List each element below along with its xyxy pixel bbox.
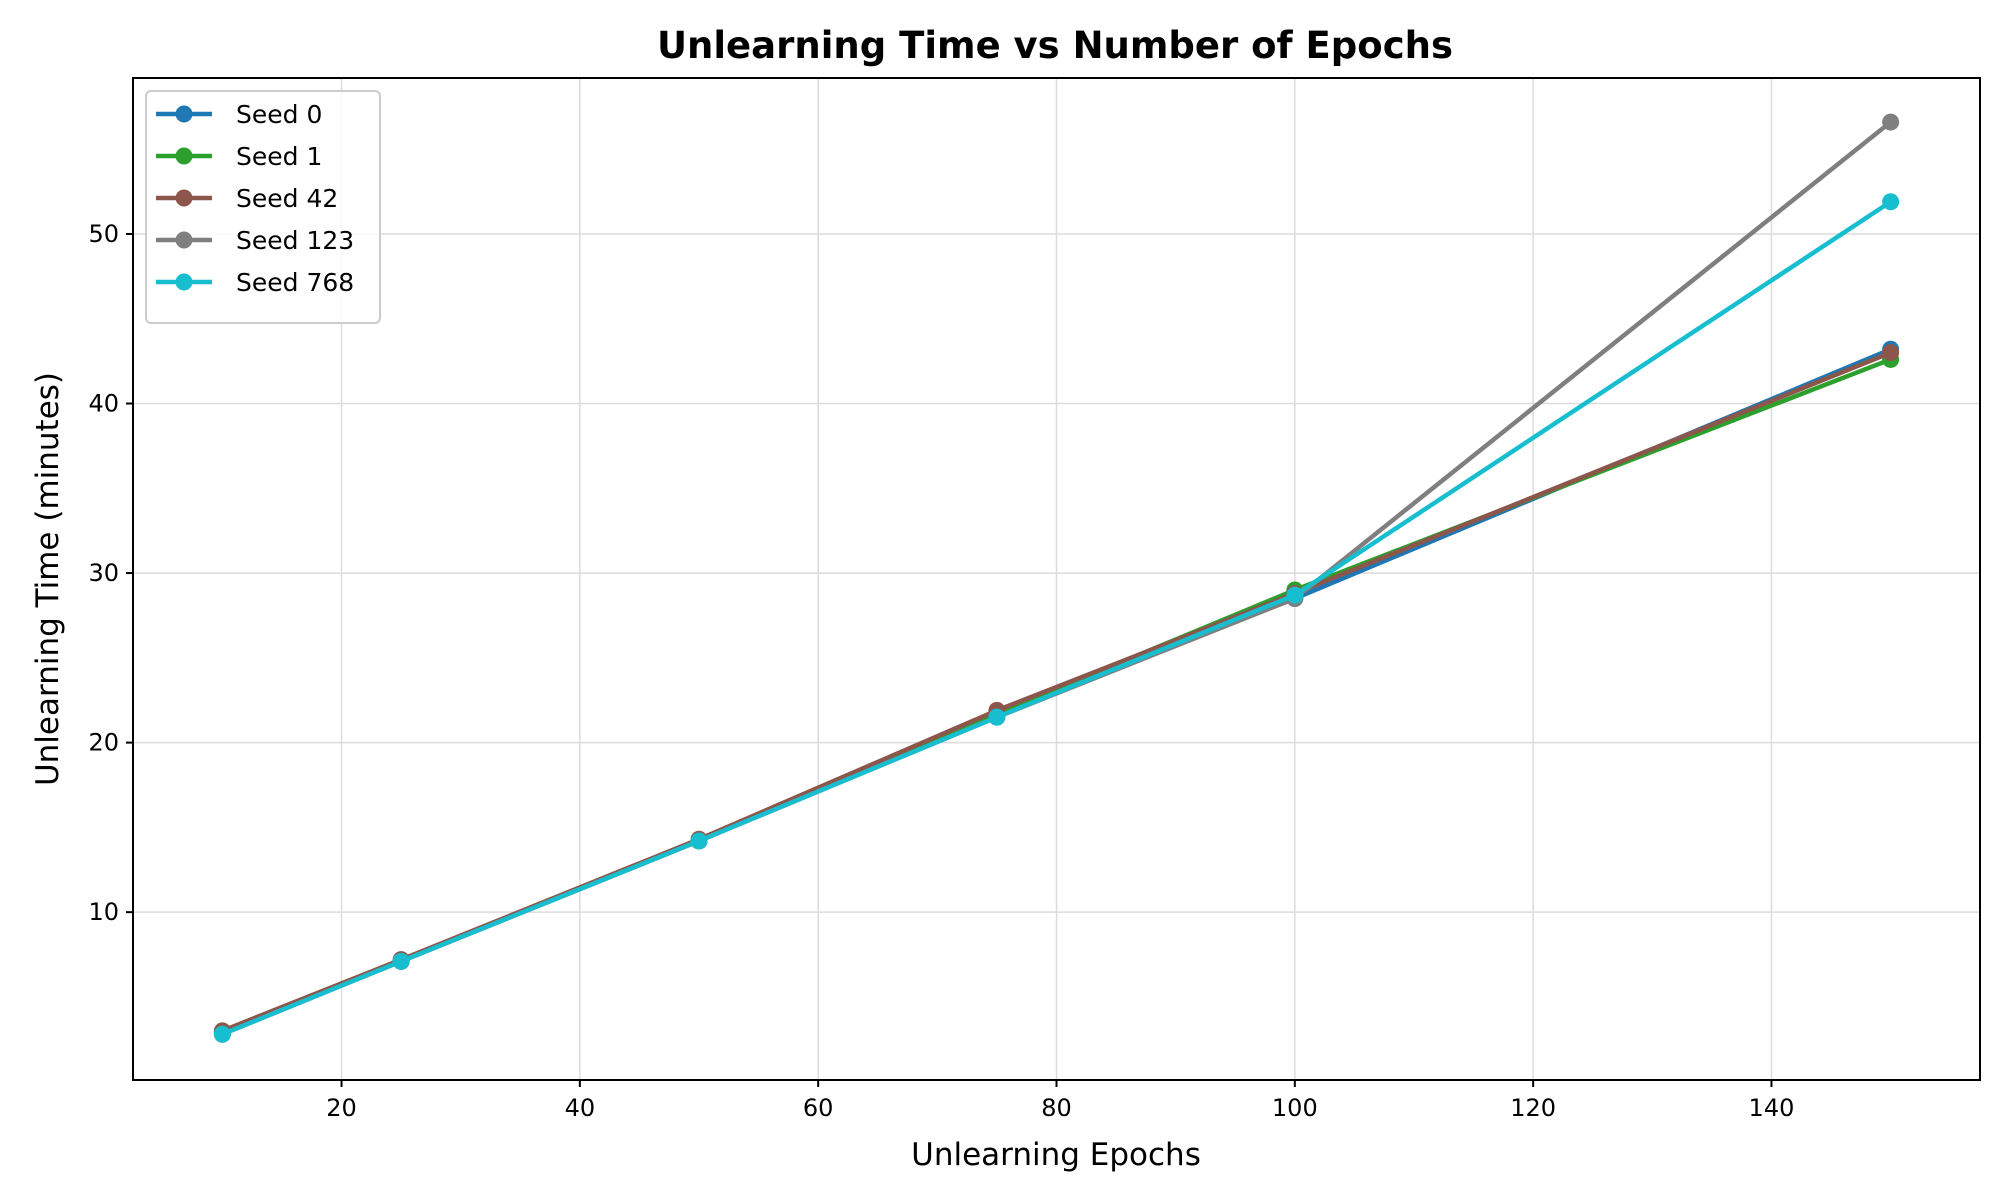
y-tick-label-1: 20 (88, 729, 119, 757)
legend-label-3: Seed 123 (236, 226, 354, 255)
data-point-4-2 (690, 832, 708, 850)
legend-marker-4 (175, 273, 193, 291)
x-tick-label-2: 60 (803, 1094, 834, 1122)
x-axis-label: Unlearning Epochs (911, 1137, 1201, 1173)
legend-label-4: Seed 768 (236, 268, 354, 297)
data-point-2-5 (1882, 344, 1900, 362)
data-point-4-1 (392, 952, 410, 970)
data-point-3-5 (1882, 113, 1900, 131)
legend-marker-1 (175, 147, 193, 165)
legend-marker-3 (175, 231, 193, 249)
legend-marker-0 (175, 105, 193, 123)
series-line-4 (221, 199, 1892, 1037)
y-tick-label-3: 40 (88, 390, 119, 418)
legend-label-0: Seed 0 (236, 100, 322, 129)
data-point-4-3 (988, 708, 1006, 726)
legend-marker-2 (175, 189, 193, 207)
axis-ticks: 20 40 60 80 100 120 140 10 20 30 40 50 (88, 220, 1794, 1122)
data-point-4-0 (213, 1025, 231, 1043)
y-axis-label: Unlearning Time (minutes) (30, 372, 66, 786)
y-tick-label-4: 50 (88, 220, 119, 248)
y-tick-label-0: 10 (88, 898, 119, 926)
legend-label-2: Seed 42 (236, 184, 338, 213)
grid-lines (133, 78, 1980, 1080)
x-tick-label-3: 80 (1041, 1094, 1072, 1122)
x-tick-label-0: 20 (326, 1094, 357, 1122)
x-tick-label-4: 100 (1272, 1094, 1318, 1122)
x-tick-label-5: 120 (1510, 1094, 1556, 1122)
x-tick-label-1: 40 (565, 1094, 596, 1122)
chart-title: Unlearning Time vs Number of Epochs (657, 24, 1453, 67)
y-tick-label-2: 30 (88, 559, 119, 587)
legend-box (145, 90, 381, 324)
data-point-4-4 (1286, 586, 1304, 604)
legend-label-1: Seed 1 (236, 142, 322, 171)
series-4 (213, 193, 1900, 1043)
legend: Seed 0 Seed 1 Seed 42 Seed 123 Seed 768 (145, 90, 381, 324)
series-lines (213, 113, 1900, 1043)
data-point-4-5 (1882, 193, 1900, 211)
x-tick-label-6: 140 (1749, 1094, 1795, 1122)
